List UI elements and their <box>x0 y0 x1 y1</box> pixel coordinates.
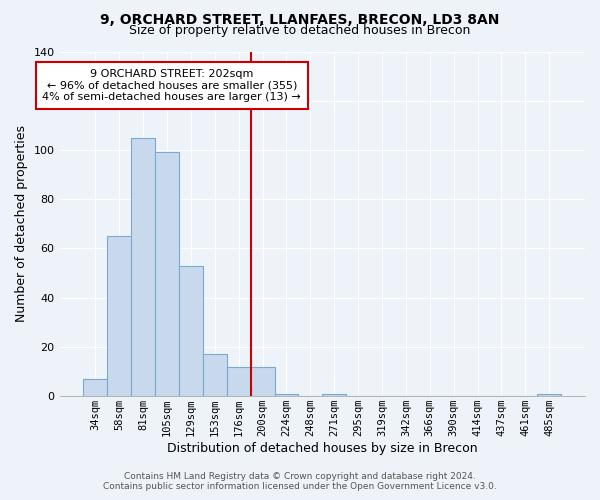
Bar <box>227 366 251 396</box>
Bar <box>537 394 561 396</box>
Bar <box>179 266 203 396</box>
Text: Contains HM Land Registry data © Crown copyright and database right 2024.
Contai: Contains HM Land Registry data © Crown c… <box>103 472 497 491</box>
Text: Size of property relative to detached houses in Brecon: Size of property relative to detached ho… <box>130 24 470 37</box>
Bar <box>155 152 179 396</box>
Bar <box>275 394 298 396</box>
Text: 9, ORCHARD STREET, LLANFAES, BRECON, LD3 8AN: 9, ORCHARD STREET, LLANFAES, BRECON, LD3… <box>100 12 500 26</box>
Bar <box>251 366 275 396</box>
Y-axis label: Number of detached properties: Number of detached properties <box>15 126 28 322</box>
Text: 9 ORCHARD STREET: 202sqm
← 96% of detached houses are smaller (355)
4% of semi-d: 9 ORCHARD STREET: 202sqm ← 96% of detach… <box>43 68 301 102</box>
Bar <box>203 354 227 396</box>
Bar <box>107 236 131 396</box>
Bar <box>322 394 346 396</box>
Bar <box>83 379 107 396</box>
X-axis label: Distribution of detached houses by size in Brecon: Distribution of detached houses by size … <box>167 442 478 455</box>
Bar <box>131 138 155 396</box>
